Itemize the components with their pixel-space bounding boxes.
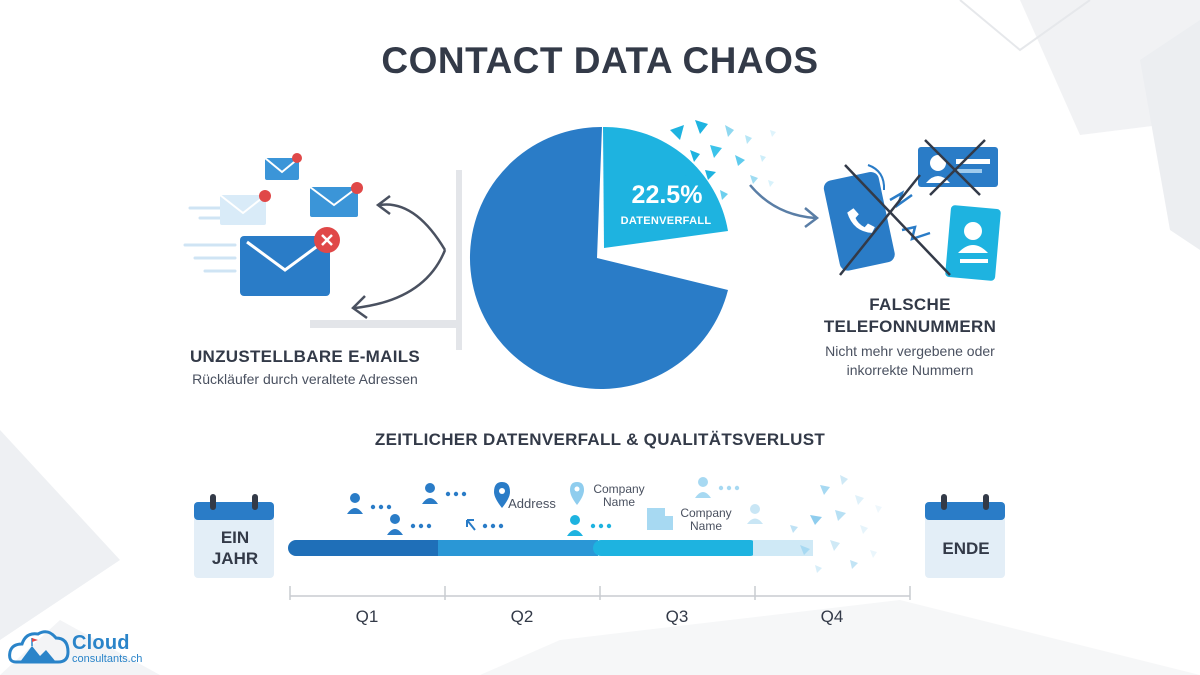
- email-description: Rückläufer durch veraltete Adressen: [192, 371, 418, 387]
- timeline-company-label-1: Company Name: [585, 483, 653, 509]
- quarter-label-q4: Q4: [820, 607, 844, 626]
- arrow-to-email: [351, 195, 447, 320]
- calendar-end-icon: [925, 494, 1005, 578]
- timeline-title: ZEITLICHER DATENVERFALL & QUALITÄTSVERLU…: [374, 430, 826, 449]
- phone-description-line1: Nicht mehr vergebene oder: [825, 343, 995, 359]
- timeline-bar: [288, 540, 911, 600]
- calendar-start-icon: [194, 494, 274, 578]
- pie-percent-label: 22.5%: [631, 181, 703, 209]
- phone-title-line1: FALSCHE: [869, 295, 951, 314]
- timeline-company-label-1-line1: Company: [593, 482, 645, 496]
- timeline-company-label-1-line2: Name: [602, 495, 635, 509]
- logo-name: Cloud: [72, 632, 130, 654]
- logo-domain: consultants.ch: [72, 653, 143, 665]
- pie-main-slice: [469, 126, 728, 389]
- timeline-fragments: [790, 475, 882, 573]
- pie-stand: [310, 170, 462, 350]
- timeline-address-label: Address: [508, 496, 556, 511]
- timeline-person-icons: [347, 477, 763, 536]
- page-title: CONTACT DATA CHAOS: [381, 40, 819, 81]
- envelope-error-icon: [183, 153, 363, 296]
- phone-description-line2: inkorrekte Nummern: [846, 362, 974, 378]
- calendar-start-label: EIN JAHR: [195, 527, 275, 569]
- pie-decay-slice: [603, 126, 728, 248]
- cloud-logo-icon: [8, 630, 70, 664]
- timeline-company-label-2-line2: Name: [689, 519, 722, 533]
- quarter-label-q1: Q1: [355, 607, 379, 626]
- calendar-start-line1: EIN: [220, 528, 250, 547]
- phone-description: Nicht mehr vergebene oder inkorrekte Num…: [790, 342, 1030, 380]
- phone-title-line2: TELEFONNUMMERN: [823, 317, 997, 336]
- timeline-company-label-2: Company Name: [672, 507, 740, 533]
- calendar-start-line2: JAHR: [211, 549, 259, 568]
- quarter-label-q2: Q2: [510, 607, 534, 626]
- phone-title: FALSCHE TELEFONNUMMERN: [800, 294, 1020, 338]
- pie-chart: [469, 126, 728, 389]
- decay-fragments: [670, 120, 776, 200]
- phone-crossed-icon: [823, 139, 1001, 281]
- pie-decay-label: DATENVERFALL: [620, 215, 712, 227]
- timeline-company-label-2-line1: Company: [680, 506, 732, 520]
- email-title: UNZUSTELLBARE E-MAILS: [189, 347, 421, 366]
- quarter-label-q3: Q3: [665, 607, 689, 626]
- arrow-to-phone: [749, 184, 820, 228]
- calendar-end-label: ENDE: [942, 539, 990, 558]
